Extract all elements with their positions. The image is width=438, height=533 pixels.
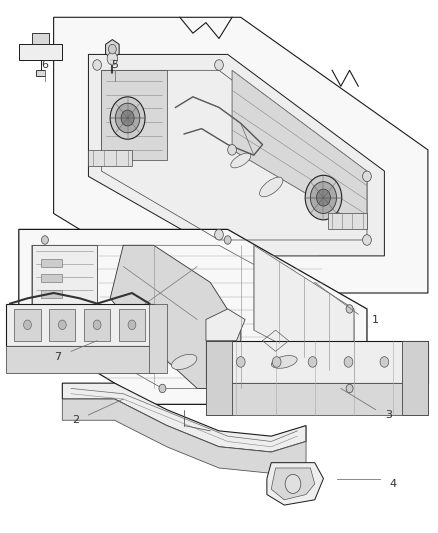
Circle shape [159,384,166,393]
Circle shape [24,320,32,329]
Ellipse shape [260,177,283,197]
Text: 7: 7 [54,352,61,361]
Circle shape [237,357,245,367]
Circle shape [346,305,353,313]
Circle shape [107,52,117,65]
Circle shape [285,474,301,494]
Polygon shape [110,245,241,389]
Polygon shape [49,309,75,341]
Circle shape [128,320,136,329]
Polygon shape [84,309,110,341]
Polygon shape [328,214,367,229]
Polygon shape [232,70,367,229]
Circle shape [224,236,231,244]
Text: 6: 6 [42,60,49,70]
Text: 1: 1 [372,314,379,325]
Circle shape [346,384,353,393]
Polygon shape [271,468,315,500]
Circle shape [272,357,281,367]
Polygon shape [206,341,232,415]
Circle shape [344,357,353,367]
Circle shape [363,235,371,245]
Polygon shape [36,70,45,76]
Polygon shape [254,245,354,383]
Polygon shape [119,309,145,341]
Circle shape [215,60,223,70]
Polygon shape [102,70,167,160]
Circle shape [317,189,330,206]
Circle shape [215,229,223,240]
Circle shape [110,97,145,139]
Polygon shape [6,304,154,346]
Polygon shape [32,33,49,44]
Text: 4: 4 [389,479,397,489]
Polygon shape [6,346,154,373]
Text: 3: 3 [385,410,392,420]
Circle shape [42,236,48,244]
Polygon shape [206,383,428,415]
Polygon shape [41,259,62,266]
Polygon shape [62,399,306,473]
Circle shape [58,320,66,329]
Circle shape [121,110,134,126]
Polygon shape [88,54,385,256]
Circle shape [308,357,317,367]
Circle shape [93,320,101,329]
Circle shape [93,60,102,70]
Circle shape [363,171,371,182]
Polygon shape [88,150,132,166]
Circle shape [228,144,237,155]
Polygon shape [62,383,306,452]
Polygon shape [206,309,245,341]
Ellipse shape [172,354,197,369]
Polygon shape [41,290,62,298]
Polygon shape [149,304,167,373]
Polygon shape [267,463,323,505]
Circle shape [109,44,116,54]
Circle shape [311,182,336,214]
Text: 2: 2 [72,415,79,425]
Circle shape [380,357,389,367]
Circle shape [305,175,342,220]
Polygon shape [106,39,119,59]
Polygon shape [32,245,97,309]
Text: 5: 5 [111,60,118,70]
Circle shape [116,103,140,133]
Ellipse shape [231,153,251,168]
Polygon shape [53,17,428,293]
Polygon shape [206,341,428,383]
Polygon shape [19,229,367,405]
Polygon shape [402,341,428,415]
Polygon shape [41,274,62,282]
Ellipse shape [272,356,297,368]
Polygon shape [19,44,62,60]
Polygon shape [14,309,41,341]
